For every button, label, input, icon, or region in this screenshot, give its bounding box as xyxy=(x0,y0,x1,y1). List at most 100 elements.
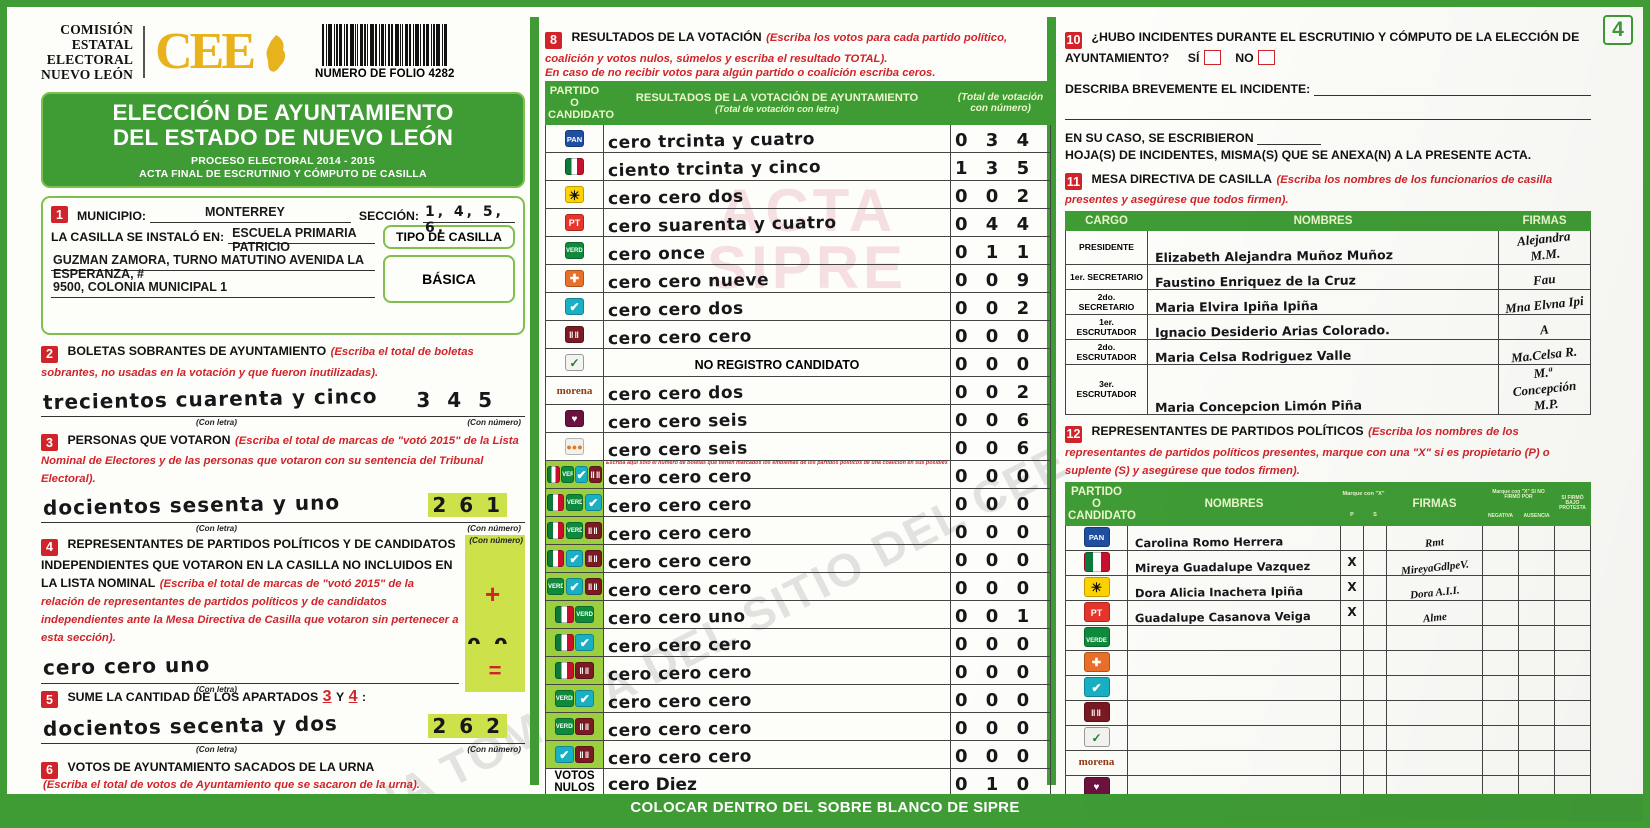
votacion-letra-cell[interactable]: cero cero cero xyxy=(603,656,951,686)
votacion-numero-cell[interactable]: 0 0 0 xyxy=(950,348,1051,378)
mark-p-cell[interactable] xyxy=(1339,724,1364,751)
incidente-field-1[interactable] xyxy=(1314,79,1591,96)
representante-firma-cell[interactable]: MireyaGdlpeV. xyxy=(1386,549,1483,577)
votacion-numero-cell[interactable]: 0 0 0 xyxy=(950,488,1051,518)
votacion-numero-cell[interactable]: 0 0 0 xyxy=(950,712,1051,742)
votacion-letra-cell[interactable]: cero cero cero xyxy=(603,684,951,714)
votos-nulos-numero-cell[interactable]: 0 1 0 xyxy=(950,768,1051,798)
votacion-numero-cell[interactable]: 0 0 0 xyxy=(950,460,1051,490)
votacion-numero-cell[interactable]: 0 0 0 xyxy=(950,516,1051,546)
mark-negativa-cell[interactable] xyxy=(1482,749,1519,776)
mark-p-cell[interactable] xyxy=(1339,699,1364,726)
no-checkbox[interactable] xyxy=(1258,49,1276,65)
mark-s-cell[interactable] xyxy=(1362,624,1388,651)
representante-nombre-cell[interactable] xyxy=(1127,749,1341,776)
votacion-letra-cell[interactable]: cero cero dos xyxy=(603,376,951,406)
municipio-field[interactable]: MONTERREY xyxy=(150,204,351,224)
mark-p-cell[interactable] xyxy=(1339,524,1364,551)
funcionario-firma-cell[interactable]: Alejandra M.M. xyxy=(1498,228,1591,265)
funcionario-firma-cell[interactable]: Ma.Celsa R. xyxy=(1498,339,1591,365)
mark-protesta-cell[interactable] xyxy=(1554,724,1591,751)
mark-p-cell[interactable]: X xyxy=(1339,599,1364,626)
votacion-numero-cell[interactable]: 0 0 0 xyxy=(950,656,1051,686)
funcionario-nombre-cell[interactable]: Maria Concepcion Limón Piña xyxy=(1147,364,1499,415)
funcionario-nombre-cell[interactable]: Faustino Enriquez de la Cruz xyxy=(1147,264,1499,290)
representante-nombre-cell[interactable]: Dora Alicia Inachета Ipiña xyxy=(1127,574,1341,601)
votacion-letra-cell[interactable]: cero suarenta y cuatro xyxy=(603,208,951,238)
mark-negativa-cell[interactable] xyxy=(1482,674,1519,701)
section-3-answer-field[interactable]: docientos sesenta y uno 2 6 1 (Con letra… xyxy=(41,489,525,533)
mark-negativa-cell[interactable] xyxy=(1482,724,1519,751)
mark-s-cell[interactable] xyxy=(1362,549,1388,576)
votacion-letra-cell[interactable]: cero cero cero xyxy=(603,544,951,574)
mark-protesta-cell[interactable] xyxy=(1554,599,1591,626)
votacion-numero-cell[interactable]: 0 0 9 xyxy=(950,264,1051,294)
mark-p-cell[interactable] xyxy=(1339,624,1364,651)
mark-protesta-cell[interactable] xyxy=(1554,649,1591,676)
votacion-letra-cell[interactable]: ciento trcinta y cinco xyxy=(603,152,951,182)
votacion-letra-cell[interactable]: cero cero cero xyxy=(603,740,951,770)
votacion-numero-cell[interactable]: 0 0 0 xyxy=(950,628,1051,658)
votacion-numero-cell[interactable]: 1 3 5 xyxy=(950,152,1051,182)
votos-nulos-letra-cell[interactable]: cero Diez xyxy=(603,768,951,798)
mark-ausencia-cell[interactable] xyxy=(1518,649,1555,676)
representante-nombre-cell[interactable] xyxy=(1127,674,1341,701)
votacion-numero-cell[interactable]: 0 0 0 xyxy=(950,740,1051,770)
representante-nombre-cell[interactable] xyxy=(1127,624,1341,651)
representante-nombre-cell[interactable] xyxy=(1127,649,1341,676)
mark-s-cell[interactable] xyxy=(1362,674,1388,701)
mark-s-cell[interactable] xyxy=(1362,574,1388,601)
votacion-letra-cell[interactable]: cero trcinta y cuatro xyxy=(603,124,951,154)
votacion-letra-cell[interactable]: cero cero dos xyxy=(603,180,951,210)
mark-protesta-cell[interactable] xyxy=(1554,624,1591,651)
votacion-numero-cell[interactable]: 0 0 6 xyxy=(950,404,1051,434)
votacion-letra-cell[interactable]: NO REGISTRO CANDIDATO xyxy=(603,348,951,378)
votacion-numero-cell[interactable]: 0 0 0 xyxy=(950,320,1051,350)
votacion-numero-cell[interactable]: 0 0 6 xyxy=(950,432,1051,462)
mark-ausencia-cell[interactable] xyxy=(1518,524,1555,551)
mark-negativa-cell[interactable] xyxy=(1482,599,1519,626)
domicilio-line-3-field[interactable]: 9500, COLONIA MUNICIPAL 1 xyxy=(51,279,375,299)
representante-firma-cell[interactable] xyxy=(1386,699,1483,726)
representante-firma-cell[interactable] xyxy=(1386,724,1483,751)
section-4-answer-field[interactable]: cero cero uno (Con letra) xyxy=(41,650,459,694)
mark-ausencia-cell[interactable] xyxy=(1518,549,1555,576)
mark-p-cell[interactable]: X xyxy=(1339,574,1364,601)
domicilio-line-4-field[interactable] xyxy=(51,306,375,325)
mark-protesta-cell[interactable] xyxy=(1554,699,1591,726)
mark-p-cell[interactable]: X xyxy=(1339,549,1364,576)
mark-negativa-cell[interactable] xyxy=(1482,549,1519,576)
mark-s-cell[interactable] xyxy=(1362,599,1388,626)
mark-ausencia-cell[interactable] xyxy=(1518,699,1555,726)
mark-p-cell[interactable] xyxy=(1339,674,1364,701)
mark-protesta-cell[interactable] xyxy=(1554,574,1591,601)
seccion-field[interactable]: 1, 4, 5, 6, xyxy=(423,204,515,236)
mark-s-cell[interactable] xyxy=(1362,649,1388,676)
votacion-letra-cell[interactable]: cero cero dos xyxy=(603,292,951,322)
votacion-letra-cell[interactable]: cero cero cero xyxy=(603,516,951,546)
hojas-incidentes-field[interactable] xyxy=(1256,130,1321,145)
funcionario-firma-cell[interactable]: Fau xyxy=(1498,264,1591,290)
votacion-numero-cell[interactable]: 0 4 4 xyxy=(950,208,1051,238)
domicilio-line-2-field[interactable]: GUZMAN ZAMORA, TURNO MATUTINO AVENIDA LA… xyxy=(51,252,375,281)
representante-firma-cell[interactable] xyxy=(1386,624,1483,651)
votacion-letra-cell[interactable]: cero cero cero xyxy=(603,572,951,602)
funcionario-firma-cell[interactable]: A xyxy=(1498,314,1591,340)
domicilio-line-1-field[interactable]: ESCUELA PRIMARIA PATRICIO xyxy=(228,225,375,254)
votacion-numero-cell[interactable]: 0 0 2 xyxy=(950,292,1051,322)
representante-nombre-cell[interactable]: Mireya Guadalupe Vazquez xyxy=(1127,549,1341,576)
mark-ausencia-cell[interactable] xyxy=(1518,724,1555,751)
mark-ausencia-cell[interactable] xyxy=(1518,599,1555,626)
votacion-letra-cell[interactable]: cero cero seis xyxy=(603,432,951,462)
votacion-numero-cell[interactable]: 0 0 2 xyxy=(950,180,1051,210)
votacion-letra-cell[interactable]: cero once xyxy=(603,236,951,266)
section-2-answer-field[interactable]: trecientos cuarenta y cinco 3 4 5 (Con l… xyxy=(41,383,525,427)
votacion-numero-cell[interactable]: 0 3 4 xyxy=(950,124,1051,154)
votacion-letra-cell[interactable]: cero cero cero xyxy=(603,628,951,658)
representante-firma-cell[interactable] xyxy=(1386,749,1483,776)
funcionario-firma-cell[interactable]: M.ª Concepción M.P. xyxy=(1498,364,1591,415)
representante-firma-cell[interactable]: Rmt xyxy=(1386,524,1483,551)
funcionario-nombre-cell[interactable]: Maria Elvira Ipiña Ipiña xyxy=(1147,289,1499,315)
mark-negativa-cell[interactable] xyxy=(1482,624,1519,651)
incidente-field-2[interactable] xyxy=(1065,103,1591,120)
